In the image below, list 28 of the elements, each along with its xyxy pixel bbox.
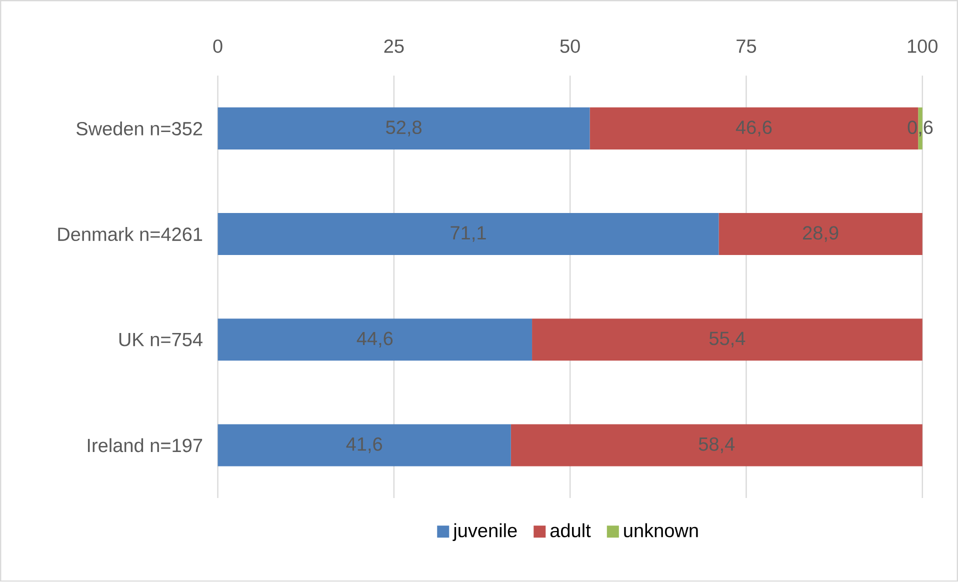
data-label: 55,4 (709, 332, 746, 348)
y-tick-label: Ireland n=197 (88, 438, 202, 452)
x-tick-label: 100 (908, 40, 938, 54)
bar (718, 213, 922, 256)
x-tick-label: 50 (560, 40, 580, 54)
data-label: 41,6 (346, 438, 382, 454)
bar (218, 424, 511, 466)
legend-label: adult (550, 523, 591, 538)
x-tick-label: 75 (736, 40, 756, 54)
legend-label: juvenile (452, 523, 517, 542)
bar (218, 108, 590, 150)
data-label: 58,4 (698, 438, 735, 454)
data-label: 52,8 (386, 120, 422, 136)
x-tick-label: 0 (213, 40, 222, 54)
bar (532, 318, 922, 361)
data-label: 0,6 (908, 120, 933, 136)
data-label: 28,9 (803, 226, 838, 242)
y-tick-label: UK n=754 (119, 333, 202, 346)
data-label: 44,6 (356, 332, 393, 348)
data-label: 46,6 (736, 120, 772, 136)
bar (218, 318, 532, 361)
legend-label: unknown (624, 523, 698, 538)
x-tick-label: 25 (384, 40, 404, 54)
y-tick-label: Sweden n=352 (76, 122, 202, 136)
bar (510, 424, 922, 466)
data-label: 71,1 (450, 226, 486, 242)
bar (218, 213, 719, 256)
y-tick-label: Denmark n=4261 (58, 227, 202, 242)
